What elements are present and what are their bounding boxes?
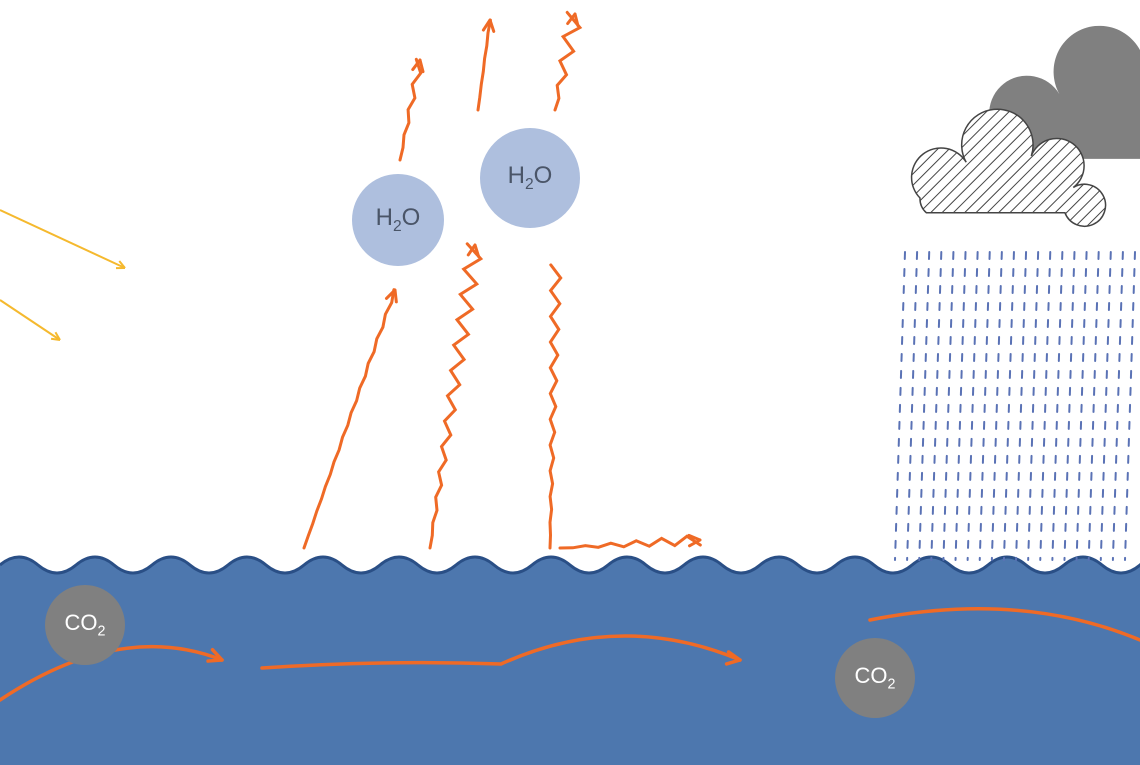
co2-molecule-label: CO2 bbox=[855, 663, 896, 692]
heat-arrow bbox=[560, 536, 700, 548]
heat-arrow bbox=[400, 59, 421, 160]
diagram-svg bbox=[0, 0, 1140, 765]
rain bbox=[895, 252, 1135, 560]
co2-molecule: CO2 bbox=[45, 585, 125, 665]
ocean bbox=[0, 557, 1140, 765]
heat-arrow bbox=[550, 265, 561, 548]
h2o-molecule: H2O bbox=[352, 174, 444, 266]
sun-ray bbox=[0, 300, 60, 340]
heat-arrow bbox=[478, 20, 490, 110]
co2-molecule: CO2 bbox=[835, 638, 915, 718]
co2-molecule-label: CO2 bbox=[65, 610, 106, 639]
heat-arrow bbox=[304, 290, 394, 548]
h2o-molecule-label: H2O bbox=[508, 162, 553, 194]
h2o-molecule-label: H2O bbox=[376, 204, 421, 236]
heat-arrow bbox=[430, 244, 481, 548]
h2o-molecule: H2O bbox=[480, 128, 580, 228]
heat-arrow bbox=[555, 12, 580, 110]
diagram-infographic: H2O H2O CO2 CO2 bbox=[0, 0, 1140, 765]
sun-ray bbox=[0, 210, 125, 268]
